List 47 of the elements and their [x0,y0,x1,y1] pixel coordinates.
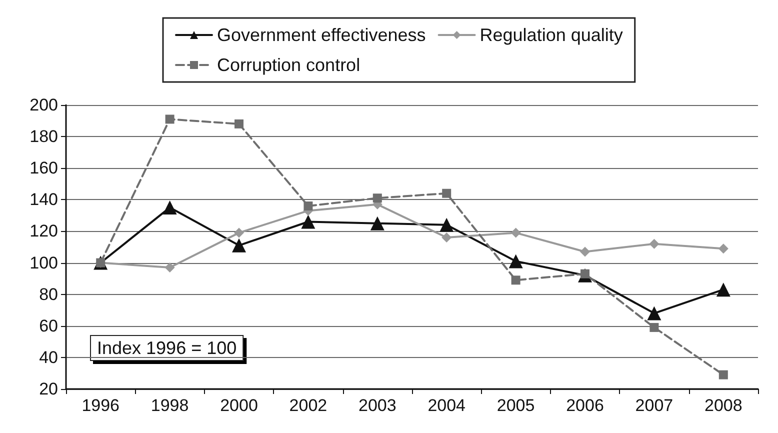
point [442,232,452,243]
point [442,188,452,198]
point [510,228,521,238]
y-tick-label: 80 [39,284,58,304]
x-tick-label: 1996 [82,396,120,415]
point [580,246,590,257]
point [718,244,728,254]
y-tick-label: 140 [30,190,58,210]
x-tick-label: 2006 [566,396,604,415]
point [511,276,520,285]
point [647,306,662,320]
point [650,322,659,332]
point [649,238,660,249]
x-tick-label: 2008 [704,396,742,415]
x-tick-label: 2003 [358,396,396,415]
point [372,194,382,203]
y-tick-label: 60 [39,316,58,336]
y-tick-label: 180 [30,127,58,146]
x-tick-label: 2005 [496,396,535,415]
x-tick-label: 2002 [289,396,328,415]
y-tick-label: 40 [39,348,58,367]
point [508,254,523,268]
y-tick-label: 100 [30,253,58,272]
point [370,216,384,230]
x-tick-label: 1998 [150,396,189,415]
point [162,200,177,215]
x-tick-label: 2000 [220,396,258,415]
point [234,119,244,128]
point [232,238,246,252]
legend-label: Regulation quality [480,25,623,45]
point [440,218,454,232]
point [718,370,728,380]
legend-label: Government effectiveness [217,25,426,45]
y-tick-label: 200 [30,96,58,114]
y-tick-label: 160 [30,158,58,178]
point [716,282,730,297]
point [304,201,313,210]
y-tick-label: 120 [30,222,58,241]
point [301,214,316,229]
y-tick-label: 20 [39,380,58,398]
legend-label: Corruption control [217,55,360,75]
annotation: Index 1996 = 100 [97,338,237,358]
point [234,228,244,238]
point [164,262,175,273]
x-tick-label: 2007 [635,396,674,415]
x-tick-label: 2004 [428,396,466,415]
point [165,114,174,124]
